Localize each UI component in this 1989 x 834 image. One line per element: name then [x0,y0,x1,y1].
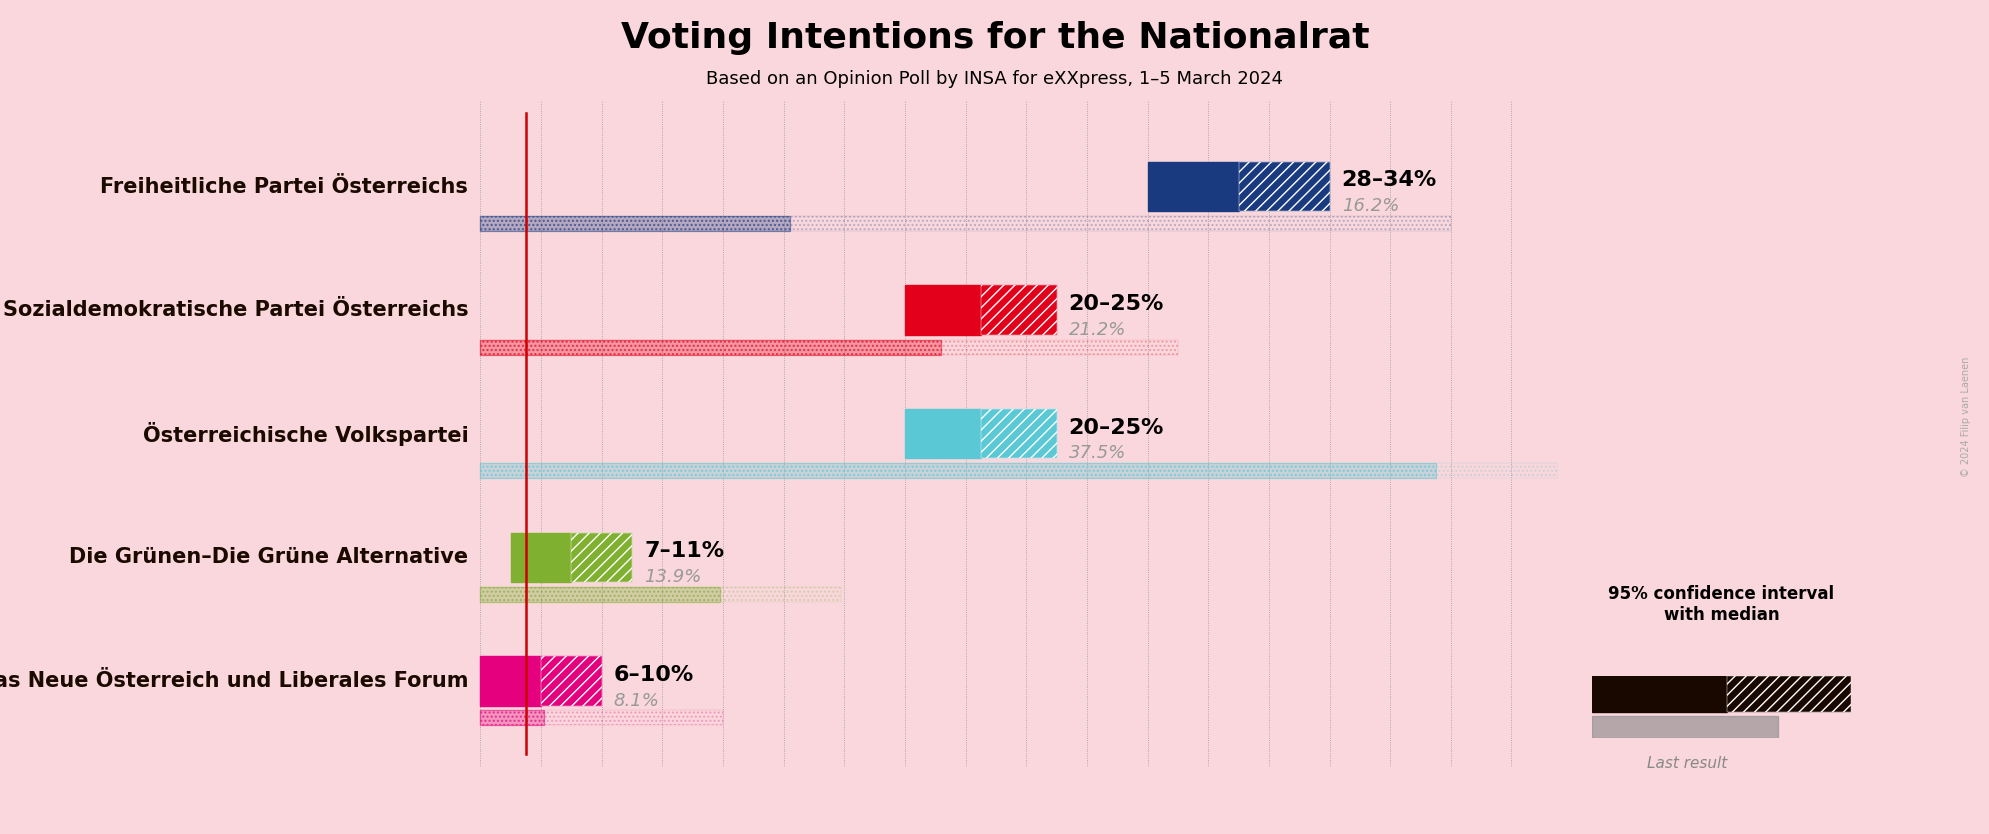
Text: Österreichische Volkspartei: Österreichische Volkspartei [143,422,467,445]
Text: 20–25%: 20–25% [1068,294,1164,314]
Bar [571,533,633,582]
Bar [1148,162,1237,211]
Bar [541,656,601,706]
Text: NEOS–Das Neue Österreich und Liberales Forum: NEOS–Das Neue Österreich und Liberales F… [0,671,467,691]
Text: 21.2%: 21.2% [1068,321,1126,339]
Bar [511,533,571,582]
Bar [479,216,790,231]
Text: Last result: Last result [1647,756,1726,771]
Text: Freiheitliche Partei Österreichs: Freiheitliche Partei Österreichs [99,177,467,197]
Bar [981,409,1056,459]
Text: Voting Intentions for the Nationalrat: Voting Intentions for the Nationalrat [621,21,1368,54]
Bar [1726,676,1850,712]
Text: 20–25%: 20–25% [1068,418,1164,438]
Bar [479,216,1450,231]
Bar [1591,676,1726,712]
Text: Sozialdemokratische Partei Österreichs: Sozialdemokratische Partei Österreichs [2,300,467,320]
Text: 6–10%: 6–10% [613,665,694,685]
Bar [905,285,981,334]
Text: 28–34%: 28–34% [1341,170,1436,190]
Bar [479,711,722,726]
Bar [541,656,601,706]
Text: Based on an Opinion Poll by INSA for eXXpress, 1–5 March 2024: Based on an Opinion Poll by INSA for eXX… [706,70,1283,88]
Bar [905,409,981,459]
Bar [1237,162,1329,211]
Bar [981,285,1056,334]
Bar [479,464,1434,478]
Bar [479,339,941,354]
Text: 16.2%: 16.2% [1341,198,1398,215]
Bar [479,464,1555,478]
Bar [479,587,720,601]
Text: © 2024 Filip van Laenen: © 2024 Filip van Laenen [1959,357,1971,477]
Text: 13.9%: 13.9% [644,568,702,586]
Bar [479,339,1177,354]
Bar [1591,716,1778,738]
Bar [479,464,1434,478]
Bar [981,285,1056,334]
Bar [479,587,720,601]
Bar [479,711,543,726]
Bar [479,339,941,354]
Text: 7–11%: 7–11% [644,541,724,561]
Bar [479,656,541,706]
Text: 37.5%: 37.5% [1068,445,1126,462]
Bar [571,533,633,582]
Text: 8.1%: 8.1% [613,691,660,710]
Bar [1726,676,1850,712]
Bar [479,216,790,231]
Text: 95% confidence interval
with median: 95% confidence interval with median [1607,585,1834,624]
Bar [479,587,841,601]
Bar [981,409,1056,459]
Text: Die Grünen–Die Grüne Alternative: Die Grünen–Die Grüne Alternative [70,547,467,567]
Bar [1237,162,1329,211]
Bar [479,711,543,726]
